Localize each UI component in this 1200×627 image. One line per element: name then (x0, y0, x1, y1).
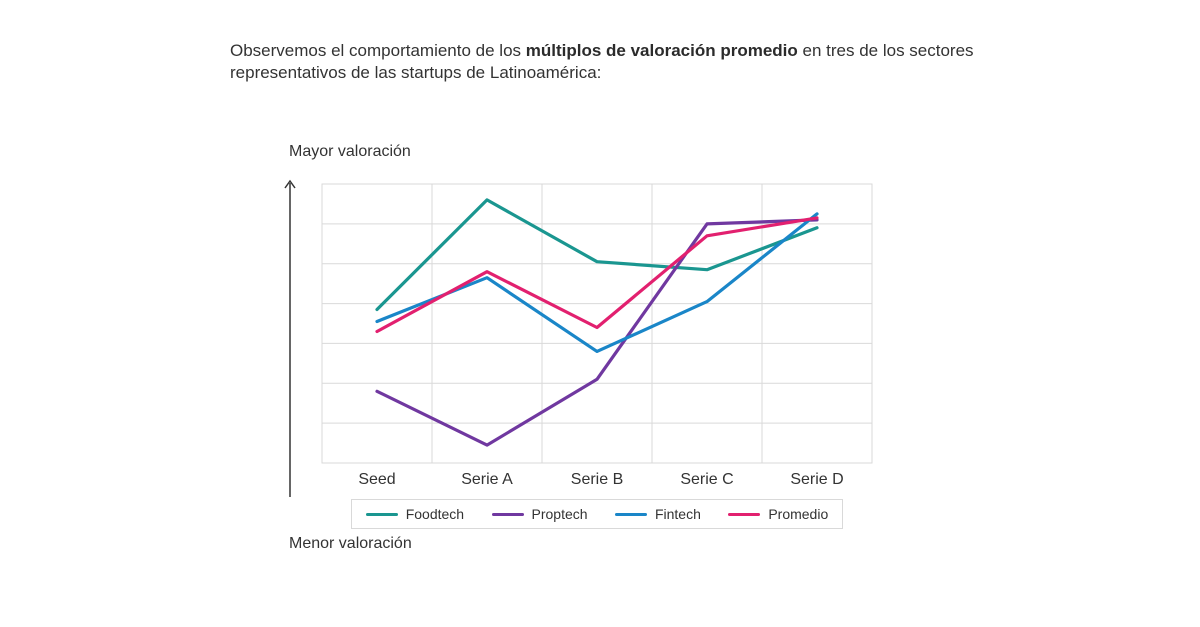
axis-top-label: Mayor valoración (289, 143, 411, 160)
legend-item-proptech: Proptech (491, 506, 588, 522)
x-tick-label: Seed (358, 471, 395, 488)
valuation-arrow (284, 179, 296, 497)
intro-paragraph: Observemos el comportamiento de los múlt… (230, 40, 990, 84)
legend-swatch (728, 512, 761, 516)
intro-text-bold: múltiplos de valoración promedio (525, 41, 798, 60)
legend-swatch (491, 512, 524, 516)
x-tick-label: Serie C (680, 471, 733, 488)
x-axis-ticks: Seed Serie A Serie B Serie C Serie D (358, 471, 843, 488)
intro-text-start: Observemos el comportamiento de los (230, 41, 526, 60)
x-tick-label: Serie D (790, 471, 843, 488)
series-line-fintech (375, 212, 819, 353)
chart-legend: Foodtech Proptech Fintech Promedio (351, 499, 843, 529)
valuation-arrow-head (284, 179, 296, 189)
legend-label: Proptech (531, 506, 588, 522)
legend-label: Foodtech (405, 506, 465, 522)
plot-frame (321, 183, 873, 464)
axis-bottom-label: Menor valoración (289, 535, 412, 552)
series-line-promedio (375, 216, 819, 334)
legend-swatch (365, 512, 398, 516)
series-line-foodtech (375, 198, 819, 312)
x-tick-label: Serie A (461, 471, 513, 488)
legend-item-foodtech: Foodtech (365, 506, 465, 522)
x-tick-label: Serie B (571, 471, 623, 488)
legend-item-fintech: Fintech (614, 506, 701, 522)
series-line-proptech (375, 218, 819, 447)
legend-label: Promedio (768, 506, 829, 522)
chart-grid (321, 183, 873, 464)
legend-swatch (614, 512, 647, 516)
intro-text-end: en tres de los sectores representativos … (230, 41, 974, 82)
chart-series (375, 198, 819, 447)
legend-label: Fintech (654, 506, 701, 522)
legend-item-promedio: Promedio (728, 506, 828, 522)
